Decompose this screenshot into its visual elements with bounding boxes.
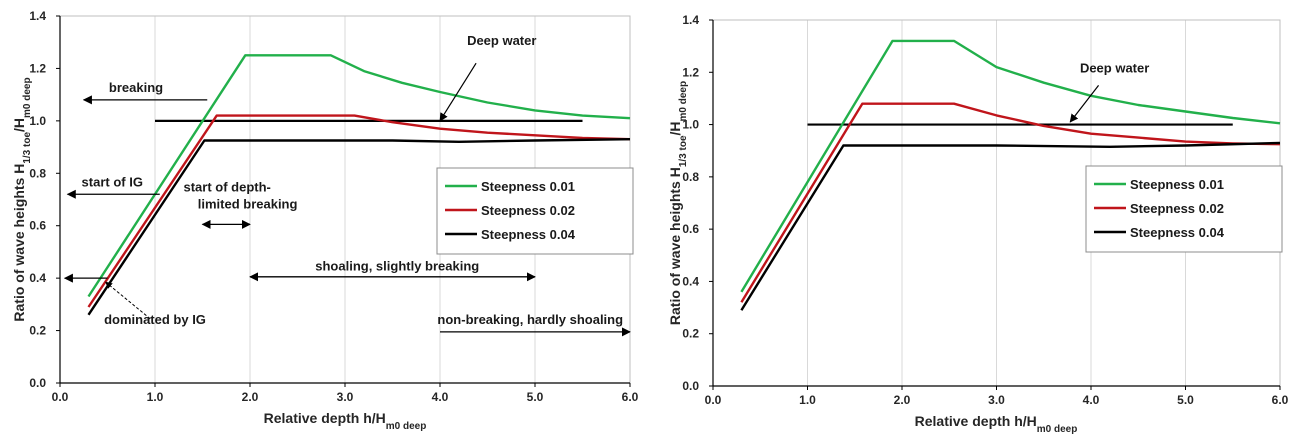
x-axis-label-sub: m0 deep: [386, 421, 427, 432]
series-line-steepness-0-01: [740, 39, 1281, 293]
legend: Steepness 0.01 Steepness 0.02 Steepness 0.…: [436, 167, 634, 255]
series-line-steepness-0-04: [87, 138, 631, 316]
y-tick-label: 0.2: [29, 324, 46, 338]
y-axis-label-mid: /H: [667, 121, 683, 135]
y-tick-label: 0.8: [29, 166, 46, 180]
x-tick-label: 5.0: [527, 390, 544, 404]
y-axis-label: Ratio of wave heights H1/3 toe/Hm0 deep: [11, 77, 33, 321]
y-tick-label: 1.4: [29, 9, 46, 23]
y-axis-label-main: Ratio of wave heights H: [667, 167, 683, 325]
x-tick-label: 0.0: [705, 393, 722, 407]
legend-entry: Steepness 0.01: [1130, 177, 1224, 192]
series-line-steepness-0-04: [740, 141, 1281, 311]
y-tick-label: 1.4: [682, 13, 699, 27]
legend-entry: Steepness 0.01: [481, 179, 575, 194]
deep-water-pointer: [439, 62, 477, 122]
y-tick-label: 0.6: [29, 219, 46, 233]
annotation-text: non-breaking, hardly shoaling: [437, 312, 623, 327]
annotation-text: limited breaking: [198, 197, 298, 212]
y-axis-label-main: Ratio of wave heights H: [11, 164, 27, 322]
x-tick-label: 4.0: [432, 390, 449, 404]
y-tick-label: 0.4: [682, 274, 699, 288]
series-line-steepness-0-02: [740, 102, 1281, 303]
x-tick-label: 2.0: [894, 393, 911, 407]
chart-left: 0.0 1.0 2.0 3.0 4.0 5.0 6.0 0.0 0.2 0.4 0.6 0.8 1.0 1…: [11, 9, 639, 432]
y-axis-label-sub1: 1/3 toe: [678, 135, 689, 167]
x-axis-label-main: Relative depth h/H: [915, 413, 1037, 429]
legend-entry: Steepness 0.04: [1130, 225, 1225, 240]
y-tick-label: 1.0: [29, 114, 46, 128]
x-tick-label: 6.0: [622, 390, 639, 404]
x-tick-label: 4.0: [1083, 393, 1100, 407]
x-tick-label: 3.0: [988, 393, 1005, 407]
annotation-text: Deep water: [467, 33, 536, 48]
deep-water-pointer: [1069, 84, 1100, 123]
x-tick-label: 0.0: [52, 390, 69, 404]
y-axis-label: Ratio of wave heights H1/3 toe/Hm0 deep: [667, 81, 689, 325]
legend: Steepness 0.01 Steepness 0.02 Steepness 0.…: [1085, 165, 1283, 253]
x-tick-label: 1.0: [147, 390, 164, 404]
y-tick-label: 0.2: [682, 327, 699, 341]
y-tick-label: 0.4: [29, 271, 46, 285]
annotation-text: shoaling, slightly breaking: [315, 258, 479, 273]
y-tick-label: 0.0: [682, 379, 699, 393]
y-axis-label-sub1: 1/3 toe: [22, 132, 33, 164]
series-line-steepness-0-02: [87, 114, 631, 308]
y-tick-label: 0.8: [682, 170, 699, 184]
series-line-steepness-0-01: [87, 54, 631, 298]
legend-entry: Steepness 0.04: [481, 227, 576, 242]
x-tick-label: 1.0: [799, 393, 816, 407]
legend-entry: Steepness 0.02: [481, 203, 575, 218]
y-tick-label: 0.0: [29, 376, 46, 390]
annotation-text: breaking: [109, 80, 163, 95]
x-tick-label: 3.0: [337, 390, 354, 404]
annotation-text: start of IG: [82, 174, 143, 189]
x-tick-label: 6.0: [1272, 393, 1289, 407]
y-tick-label: 1.2: [29, 61, 46, 75]
y-tick-label: 1.2: [682, 65, 699, 79]
y-tick-label: 0.6: [682, 222, 699, 236]
x-axis-label-main: Relative depth h/H: [264, 410, 386, 426]
y-axis-label-mid: /H: [11, 118, 27, 132]
y-axis-label-sub2: m0 deep: [22, 77, 33, 118]
x-tick-label: 5.0: [1177, 393, 1194, 407]
x-tick-label: 2.0: [242, 390, 259, 404]
annotation-text: Deep water: [1080, 60, 1149, 75]
y-tick-label: 1.0: [682, 118, 699, 132]
x-axis-label: Relative depth h/Hm0 deep: [915, 413, 1078, 435]
x-axis-label: Relative depth h/Hm0 deep: [264, 410, 427, 432]
y-axis-label-sub2: m0 deep: [678, 81, 689, 122]
annotation-text: dominated by IG: [104, 312, 206, 327]
annotation-text: start of depth-: [184, 180, 271, 195]
chart-right: 0.0 1.0 2.0 3.0 4.0 5.0 6.0 0.0 0.2 0.4 0.6 0.8 1.0 1…: [667, 13, 1289, 435]
x-axis-label-sub: m0 deep: [1037, 424, 1078, 435]
legend-entry: Steepness 0.02: [1130, 201, 1224, 216]
